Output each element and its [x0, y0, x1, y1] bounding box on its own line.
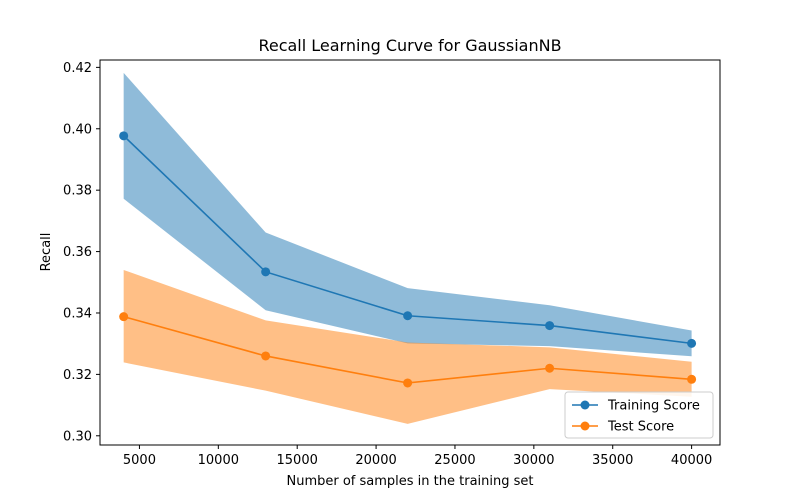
y-tick-label: 0.38	[63, 184, 92, 199]
y-tick-label: 0.32	[63, 368, 92, 383]
y-tick-label: 0.40	[63, 122, 92, 137]
x-tick-label: 10000	[198, 453, 239, 468]
test-score-point	[545, 363, 555, 373]
x-axis-ticks: 5000 10000 15000 20000 25000 30000 35000 40000	[123, 445, 712, 468]
series-points	[119, 131, 697, 388]
training-score-point	[119, 131, 129, 141]
x-tick-label: 40000	[671, 453, 712, 468]
x-tick-label: 35000	[592, 453, 633, 468]
training-score-point	[261, 267, 271, 277]
test-score-band	[123, 270, 692, 424]
y-tick-label: 0.30	[63, 429, 92, 444]
y-axis-ticks: 0.30 0.32 0.34 0.36 0.38 0.40 0.42	[63, 61, 100, 444]
test-score-point	[687, 374, 697, 384]
y-tick-label: 0.34	[63, 306, 92, 321]
training-score-legend-marker	[580, 400, 590, 410]
y-tick-label: 0.36	[63, 245, 92, 260]
training-score-legend-label: Training Score	[607, 399, 700, 414]
x-tick-label: 30000	[513, 453, 554, 468]
x-tick-label: 20000	[355, 453, 396, 468]
x-tick-label: 25000	[434, 453, 475, 468]
y-tick-label: 0.42	[63, 61, 92, 76]
x-tick-label: 5000	[123, 453, 156, 468]
training-score-point	[545, 321, 555, 331]
legend: Training Score Test Score	[564, 391, 714, 439]
legend-box	[564, 391, 714, 439]
test-score-legend-label: Test Score	[607, 420, 674, 435]
test-score-point	[119, 312, 129, 322]
test-score-point	[403, 378, 413, 388]
test-score-point	[261, 351, 271, 361]
training-score-point	[403, 311, 413, 321]
chart-title: Recall Learning Curve for GaussianNB	[258, 36, 561, 55]
x-tick-label: 15000	[277, 453, 318, 468]
y-axis-label: Recall	[39, 233, 54, 272]
training-score-band	[123, 72, 692, 357]
x-axis-label: Number of samples in the training set	[287, 474, 534, 489]
confidence-bands	[123, 72, 692, 424]
training-score-point	[687, 338, 697, 348]
test-score-legend-marker	[580, 421, 590, 431]
plot-frame	[99, 59, 721, 446]
